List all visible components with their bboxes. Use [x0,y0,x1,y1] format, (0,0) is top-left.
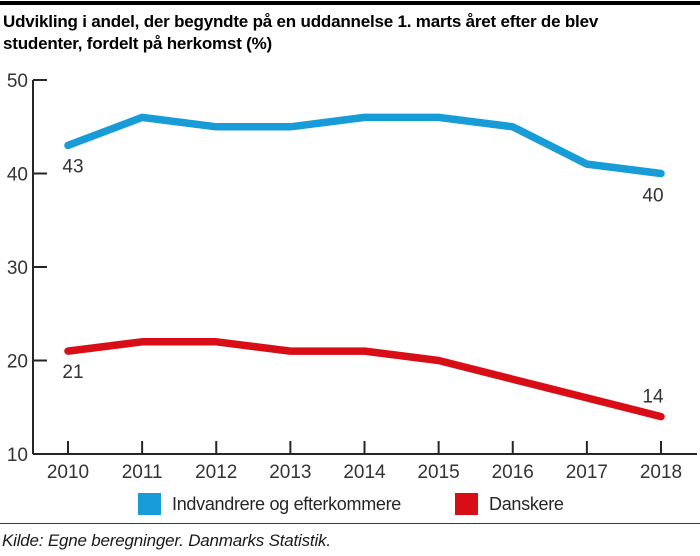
legend-item-danskere: Danskere [455,492,564,516]
chart-legend: Indvandrere og efterkommere Danskere [0,492,700,518]
top-accent-bar [0,1,700,5]
x-tick-label: 2018 [640,462,682,483]
x-axis [33,441,697,455]
line-chart: 10 20 30 40 50 2010 2011 2012 2013 2014 2015 2016 20… [7,71,697,483]
x-tick-label: 2011 [122,462,163,483]
series-line-danskere [64,338,665,421]
y-tick-label: 20 [7,352,28,373]
x-tick-label: 2017 [566,462,608,483]
point-label: 14 [642,387,664,408]
x-tick-label: 2016 [492,462,534,483]
divider-line [0,523,700,524]
point-label: 40 [642,186,663,207]
point-label: 21 [62,362,83,383]
chart-title: Udvikling i andel, der begyndte på en ud… [3,12,599,53]
y-tick-label: 40 [7,165,28,186]
y-tick-label: 10 [7,445,28,466]
x-tick-label: 2015 [417,462,459,483]
legend-label: Indvandrere og efterkommere [172,493,402,514]
legend-swatch-blue [138,493,161,515]
x-tick-label: 2014 [343,462,386,483]
legend-item-indvandrere: Indvandrere og efterkommere [138,492,401,516]
y-tick-label: 50 [7,71,28,92]
x-tick-label: 2010 [47,462,89,483]
source-text: Kilde: Egne beregninger. Danmarks Statis… [2,531,331,550]
x-tick-label: 2012 [195,462,237,483]
x-tick-label: 2013 [269,462,311,483]
legend-label: Danskere [489,493,564,514]
series-line-indvandrere [64,113,665,178]
point-label: 43 [62,156,83,177]
y-axis [32,79,47,454]
y-tick-label: 30 [7,258,28,279]
legend-swatch-red [455,493,478,515]
